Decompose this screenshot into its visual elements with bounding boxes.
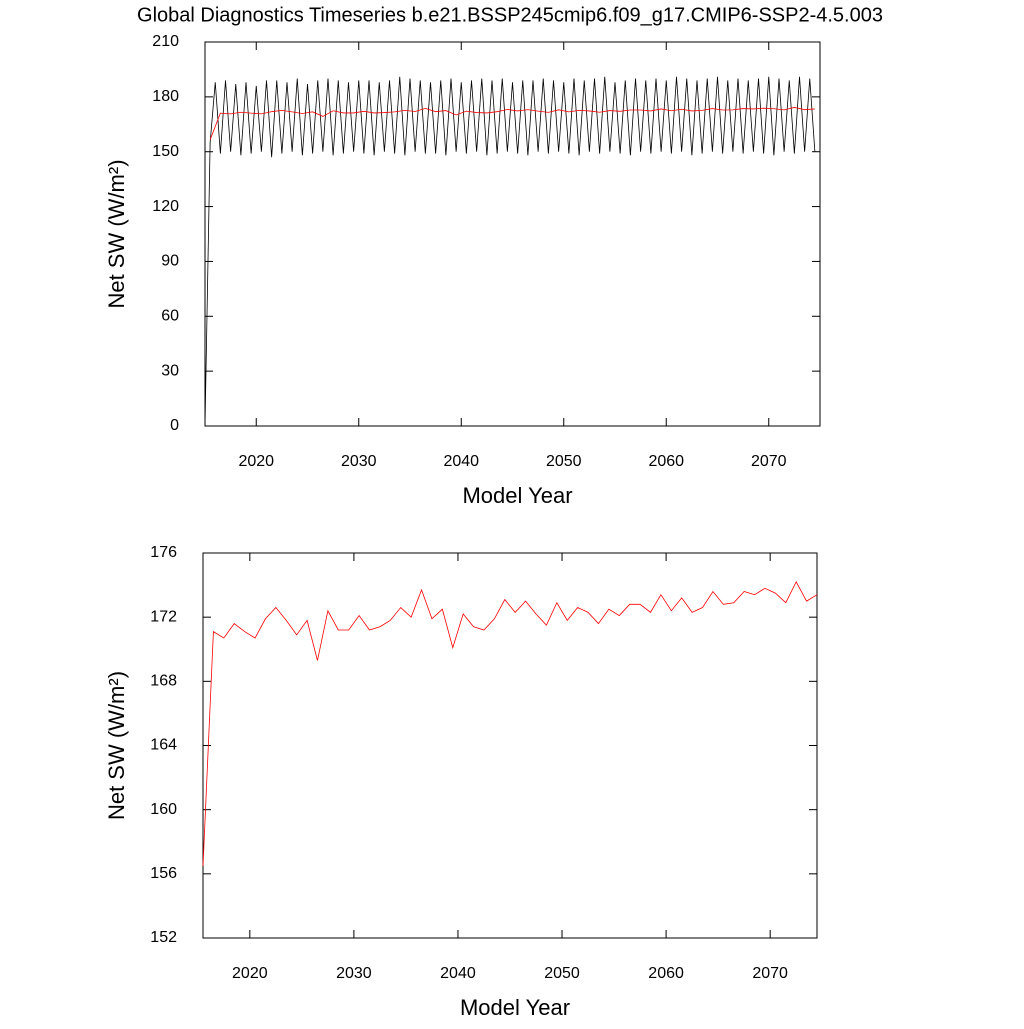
x-tick-label: 2050 [546,453,582,470]
y-axis-label: Net SW (W/m²) [104,159,129,308]
y-tick-label: 60 [161,308,179,325]
y-tick-label: 150 [152,143,179,160]
y-tick-label: 176 [150,544,177,561]
y-tick-label: 172 [150,608,177,625]
y-tick-label: 30 [161,362,179,379]
y-tick-label: 0 [170,417,179,434]
x-tick-label: 2040 [443,453,479,470]
y-tick-label: 156 [150,865,177,882]
y-tick-label: 168 [150,673,177,690]
y-tick-label: 210 [152,33,179,50]
x-tick-label: 2060 [648,453,684,470]
chart-title: Global Diagnostics Timeseries b.e21.BSSP… [137,4,883,26]
plot-frame [204,41,821,427]
x-tick-label: 2030 [341,453,377,470]
x-tick-label: 2060 [648,965,684,982]
x-tick-label: 2020 [238,453,274,470]
data-line [204,76,816,427]
y-tick-label: 164 [150,737,177,754]
x-tick-label: 2070 [751,453,787,470]
data-line [209,107,815,140]
y-tick-label: 90 [161,253,179,270]
y-axis-label: Net SW (W/m²) [104,671,129,820]
y-tick-label: 152 [150,929,177,946]
x-tick-label: 2030 [336,965,372,982]
data-line [202,581,818,866]
plot-frame [202,552,818,939]
y-tick-label: 180 [152,88,179,105]
x-tick-label: 2040 [440,965,476,982]
y-tick-label: 120 [152,198,179,215]
x-axis-label: Model Year [460,995,570,1020]
x-tick-label: 2050 [544,965,580,982]
x-tick-label: 2020 [232,965,268,982]
x-axis-label: Model Year [462,483,572,508]
y-tick-label: 160 [150,801,177,818]
x-tick-label: 2070 [752,965,788,982]
